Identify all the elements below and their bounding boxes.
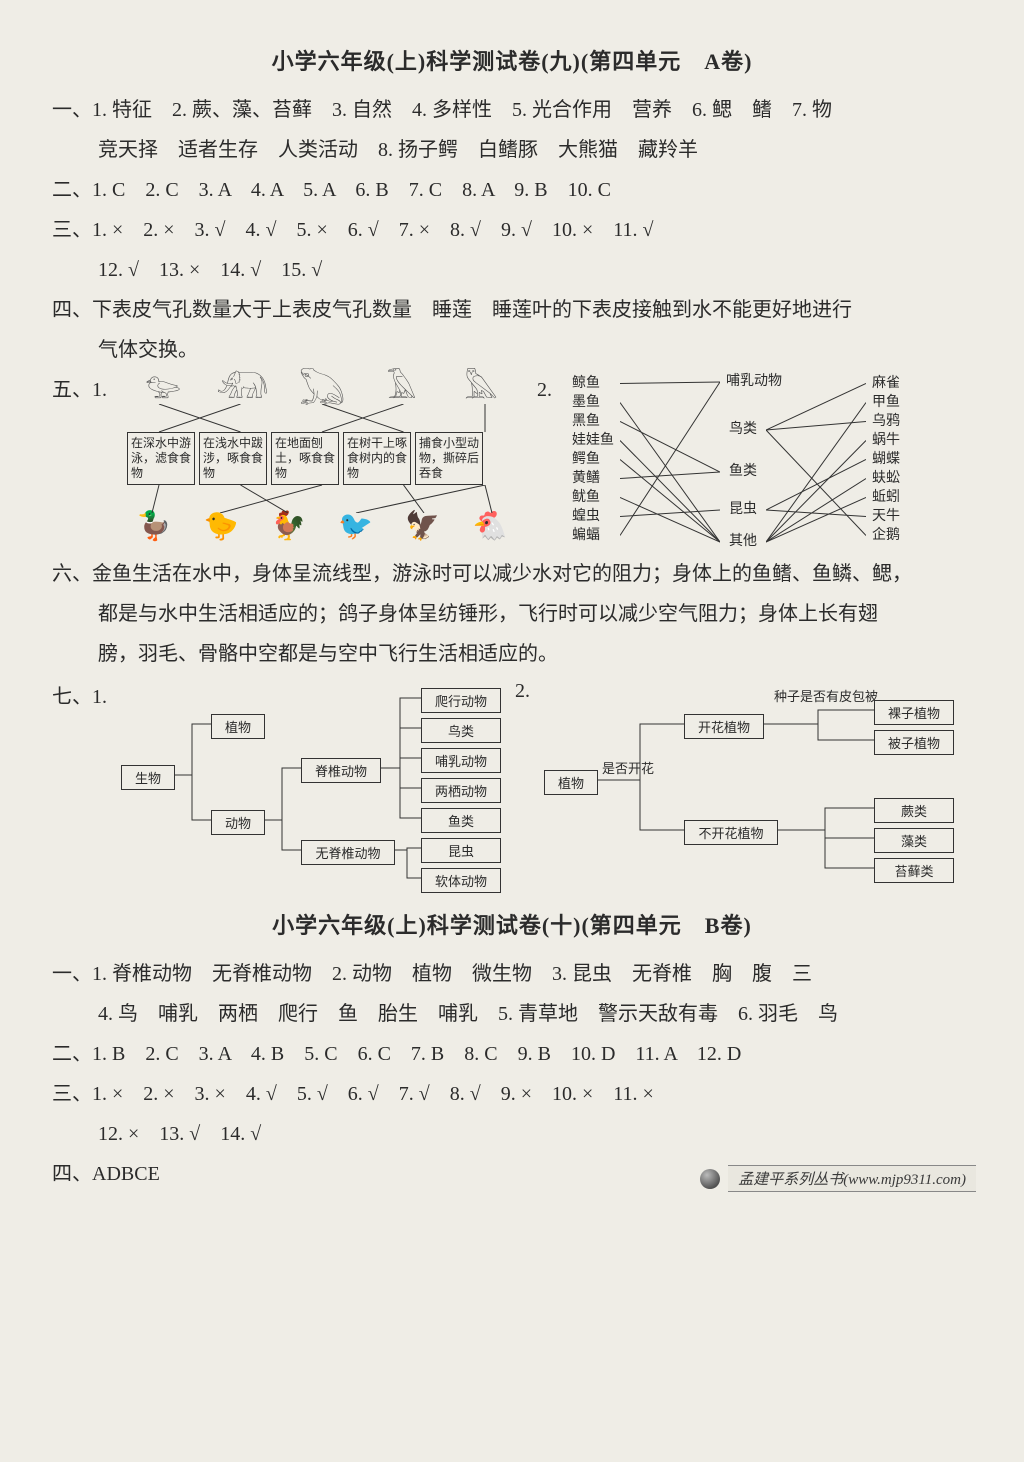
p10-q2: 二、1. B 2. C 3. A 4. B 5. C 6. C 7. B 8. … — [52, 1034, 972, 1074]
bird-beak-icon: 🐦 — [331, 513, 381, 541]
tree-node: 藻类 — [874, 828, 954, 853]
feet-desc-box: 在树干上啄食树内的食物 — [343, 432, 411, 485]
p9-q4-l1: 四、下表皮气孔数量大于上表皮气孔数量 睡莲 睡莲叶的下表皮接触到水不能更好地进行 — [52, 290, 972, 330]
bird-beak-icon: 🦅 — [398, 513, 448, 541]
bird-foot-icon: 𓄿 — [370, 374, 434, 404]
p9-q2: 二、1. C 2. C 3. A 4. A 5. A 6. B 7. C 8. … — [52, 170, 972, 210]
tree-node: 裸子植物 — [874, 700, 954, 725]
p10-q1-l1: 一、1. 脊椎动物 无脊椎动物 2. 动物 植物 微生物 3. 昆虫 无脊椎 胸… — [52, 954, 972, 994]
tree-node: 鱼类 — [421, 808, 501, 833]
p9-q4-l2: 气体交换。 — [52, 330, 972, 370]
match-right-item: 企鹅 — [872, 526, 900, 545]
match-right-item: 蚯蚓 — [872, 488, 900, 507]
p9-q5-diagram1: 𓅰𓃰𓆏𓄿𓅓 在深水中游泳，滤食食物在浅水中跋涉，啄食食物在地面刨土，啄食食物在树… — [127, 374, 517, 541]
match-mid-item: 哺乳动物 — [726, 374, 760, 389]
footer: 孟建平系列丛书(www.mjp9311.com) — [700, 1165, 976, 1192]
match-right-item: 天牛 — [872, 507, 900, 526]
p9-q3-l2: 12. √ 13. × 14. √ 15. √ — [52, 250, 972, 290]
tree-node: 无脊椎动物 — [301, 840, 395, 865]
tree-node: 是否开花 — [602, 758, 654, 777]
bird-foot-icon: 𓆏 — [290, 374, 354, 404]
match-left-item: 鲸鱼 — [572, 374, 614, 393]
match-left-item: 鳄鱼 — [572, 450, 614, 469]
p9-q1-l1: 一、1. 特征 2. 蕨、藻、苔藓 3. 自然 4. 多样性 5. 光合作用 营… — [52, 90, 972, 130]
p9-q6-l2: 都是与水中生活相适应的；鸽子身体呈纺锤形，飞行时可以减少空气阻力；身体上长有翅 — [52, 594, 972, 634]
bird-foot-icon: 𓃰 — [211, 374, 275, 404]
match-mid-item: 其他 — [726, 534, 760, 549]
p9-q5-2-label: 2. — [537, 374, 552, 406]
tree-node: 脊椎动物 — [301, 758, 381, 783]
match-left-item: 娃娃鱼 — [572, 431, 614, 450]
paper9-title: 小学六年级(上)科学测试卷(九)(第四单元 A卷) — [52, 44, 972, 76]
p9-q1-l2: 竞天择 适者生存 人类活动 8. 扬子鳄 白鳍豚 大熊猫 藏羚羊 — [52, 130, 972, 170]
match-left-item: 黄鳝 — [572, 469, 614, 488]
tree-node: 两栖动物 — [421, 778, 501, 803]
tree-node: 植物 — [544, 770, 598, 795]
paper10-title: 小学六年级(上)科学测试卷(十)(第四单元 B卷) — [52, 908, 972, 940]
p9-q6-l3: 膀，羽毛、骨骼中空都是与空中飞行生活相适应的。 — [52, 634, 972, 674]
match-right-item: 乌鸦 — [872, 412, 900, 431]
match-mid-item: 昆虫 — [726, 502, 760, 517]
p10-q3-l1: 三、1. × 2. × 3. × 4. √ 5. √ 6. √ 7. √ 8. … — [52, 1074, 972, 1114]
p10-q3-l2: 12. × 13. √ 14. √ — [52, 1114, 972, 1154]
tree-node: 鸟类 — [421, 718, 501, 743]
p9-q7-tree1: 生物植物动物脊椎动物无脊椎动物爬行动物鸟类哺乳动物两栖动物鱼类昆虫软体动物 — [121, 680, 501, 880]
tree-node: 开花植物 — [684, 714, 764, 739]
p9-q7-tree2: 植物是否开花 开花植物不开花植物 种子是否有皮包被裸子植物被子植物蕨类藻类苔藓类 — [544, 680, 972, 880]
feet-desc-box: 在深水中游泳，滤食食物 — [127, 432, 195, 485]
tree-node: 昆虫 — [421, 838, 501, 863]
p9-q5-label: 五、1. — [52, 374, 107, 406]
match-right-item: 麻雀 — [872, 374, 900, 393]
match-left-item: 蝗虫 — [572, 507, 614, 526]
p9-q5-diagram2: 鲸鱼墨鱼黑鱼娃娃鱼鳄鱼黄鳝鱿鱼蝗虫蝙蝠 哺乳动物鸟类鱼类昆虫其他 麻雀甲鱼乌鸦蜗… — [572, 374, 972, 546]
tree-node: 种子是否有皮包被 — [774, 686, 878, 705]
match-right-item: 蝴蝶 — [872, 450, 900, 469]
bird-beak-icon: 🐔 — [465, 513, 515, 541]
p9-q7-2-label: 2. — [515, 680, 530, 703]
tree-node: 苔藓类 — [874, 858, 954, 883]
tree-node: 哺乳动物 — [421, 748, 501, 773]
match-left-item: 黑鱼 — [572, 412, 614, 431]
tree-node: 爬行动物 — [421, 688, 501, 713]
footer-dot-icon — [700, 1169, 720, 1189]
p9-q3-l1: 三、1. × 2. × 3. √ 4. √ 5. × 6. √ 7. × 8. … — [52, 210, 972, 250]
footer-text: 孟建平系列丛书(www.mjp9311.com) — [728, 1165, 976, 1192]
match-right-item: 甲鱼 — [872, 393, 900, 412]
tree-node: 生物 — [121, 765, 175, 790]
tree-node: 被子植物 — [874, 730, 954, 755]
bird-beak-icon: 🦆 — [129, 513, 179, 541]
bird-foot-icon: 𓅰 — [131, 374, 195, 404]
tree-node: 不开花植物 — [684, 820, 778, 845]
match-left-item: 墨鱼 — [572, 393, 614, 412]
p9-q6-l1: 六、金鱼生活在水中，身体呈流线型，游泳时可以减少水对它的阻力；身体上的鱼鳍、鱼鳞… — [52, 554, 972, 594]
match-right-item: 蜗牛 — [872, 431, 900, 450]
feet-desc-box: 在地面刨土，啄食食物 — [271, 432, 339, 485]
bird-foot-icon: 𓅓 — [449, 374, 513, 404]
tree-node: 软体动物 — [421, 868, 501, 893]
bird-beak-icon: 🐓 — [263, 513, 313, 541]
feet-desc-box: 在浅水中跋涉，啄食食物 — [199, 432, 267, 485]
feet-desc-box: 捕食小型动物，撕碎后吞食 — [415, 432, 483, 485]
p10-q1-l2: 4. 鸟 哺乳 两栖 爬行 鱼 胎生 哺乳 5. 青草地 警示天敌有毒 6. 羽… — [52, 994, 972, 1034]
bird-beak-icon: 🐤 — [196, 513, 246, 541]
match-left-item: 鱿鱼 — [572, 488, 614, 507]
tree-node: 蕨类 — [874, 798, 954, 823]
match-right-item: 蚨蚣 — [872, 469, 900, 488]
match-mid-item: 鱼类 — [726, 464, 760, 479]
match-mid-item: 鸟类 — [726, 422, 760, 437]
tree-node: 植物 — [211, 714, 265, 739]
tree-node: 动物 — [211, 810, 265, 835]
match-left-item: 蝙蝠 — [572, 526, 614, 545]
p9-q7-label: 七、1. — [52, 680, 107, 709]
